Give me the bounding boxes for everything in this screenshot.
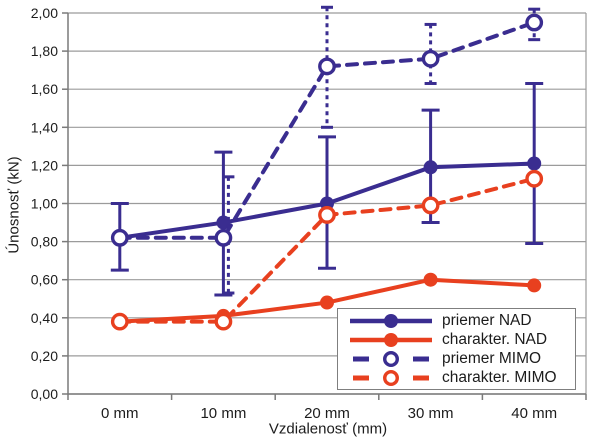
legend-marker-priemer-nad	[384, 313, 398, 328]
y-tick-label: 0,40	[31, 310, 58, 326]
y-tick-label: 0,60	[31, 272, 58, 288]
marker-priemer-mimo	[421, 49, 440, 68]
legend-item-priemer-nad: priemer NAD	[347, 311, 575, 330]
legend-sample-charakter-mimo	[353, 369, 429, 386]
x-tick-label: 30 mm	[408, 405, 454, 422]
y-tick-label: 0,20	[31, 348, 58, 364]
x-axis-title: Vzdialenosť (mm)	[268, 420, 388, 438]
marker-charakter-nad	[527, 278, 542, 293]
y-tick-label: 1,80	[31, 43, 58, 59]
y-tick-label: 1,00	[31, 196, 58, 212]
marker-priemer-mimo	[110, 228, 129, 247]
legend-marker-priemer-mimo	[383, 350, 400, 367]
marker-priemer-nad	[527, 156, 542, 171]
marker-charakter-mimo	[525, 169, 544, 188]
marker-charakter-mimo	[110, 312, 129, 331]
legend-label-priemer-nad: priemer NAD	[442, 311, 532, 329]
y-tick-label: 1,20	[31, 157, 58, 173]
legend-marker-charakter-mimo	[383, 369, 400, 386]
marker-charakter-mimo	[214, 312, 233, 331]
legend-item-priemer-mimo: priemer MIMO	[347, 349, 575, 368]
marker-priemer-mimo	[525, 13, 544, 32]
y-tick-label: 2,00	[31, 5, 58, 21]
legend-item-charakter-mimo: charakter. MIMO	[347, 368, 575, 387]
x-tick-label: 40 mm	[511, 405, 557, 422]
x-tick-label: 20 mm	[304, 405, 350, 422]
legend-sample-charakter-nad	[350, 332, 432, 347]
y-axis-title: Únosnosť (kN)	[5, 156, 23, 254]
y-tick-label: 0,00	[31, 386, 58, 402]
marker-charakter-nad	[320, 295, 334, 310]
legend: priemer NAD charakter. NAD priemer MIMO cha…	[337, 308, 576, 390]
marker-charakter-nad	[423, 272, 438, 287]
marker-priemer-nad	[423, 160, 438, 175]
legend-sample-priemer-nad	[350, 313, 432, 328]
x-tick-label: 0 mm	[101, 405, 139, 422]
y-tick-label: 1,40	[31, 119, 58, 135]
legend-label-charakter-mimo: charakter. MIMO	[442, 368, 557, 386]
y-tick-label: 0,80	[31, 234, 58, 250]
marker-charakter-mimo	[318, 206, 336, 224]
legend-marker-charakter-nad	[384, 332, 398, 347]
marker-priemer-mimo	[318, 57, 336, 76]
marker-charakter-mimo	[421, 196, 440, 215]
marker-priemer-mimo	[214, 228, 233, 247]
x-tick-label: 10 mm	[200, 405, 246, 422]
legend-sample-priemer-mimo	[353, 350, 429, 367]
legend-label-priemer-mimo: priemer MIMO	[442, 349, 542, 367]
y-tick-label: 1,60	[31, 81, 58, 97]
legend-item-charakter-nad: charakter. NAD	[347, 330, 575, 349]
legend-label-charakter-nad: charakter. NAD	[442, 330, 548, 348]
